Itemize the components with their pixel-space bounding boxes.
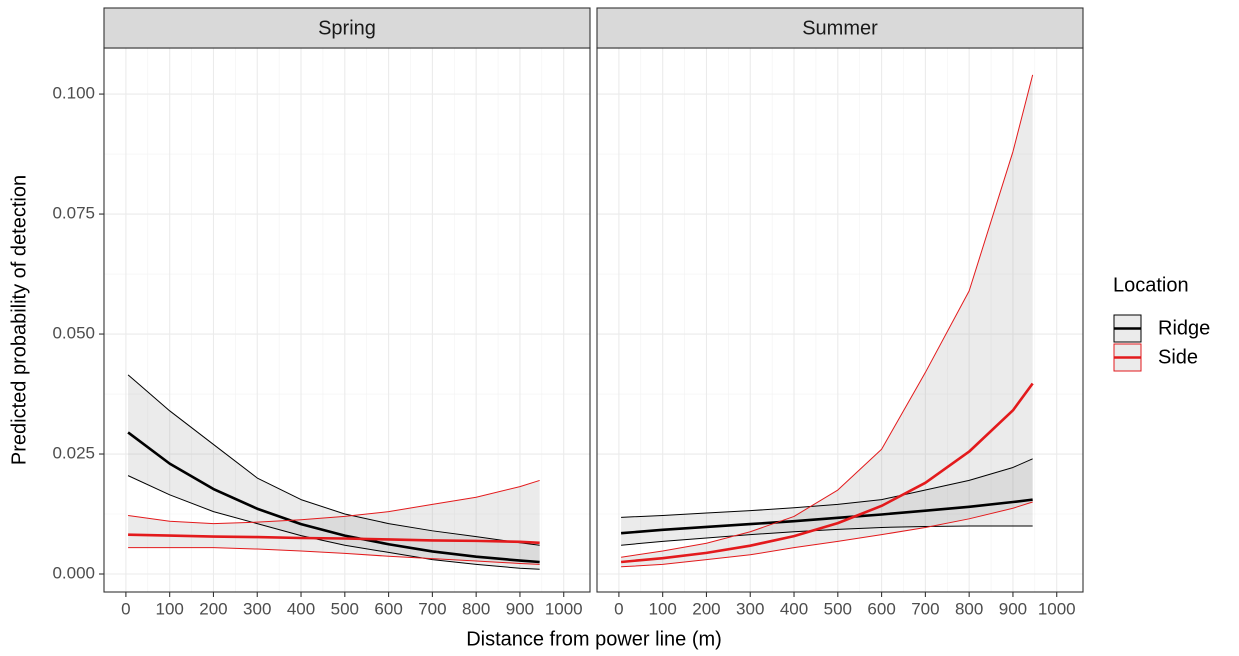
legend-label: Ridge xyxy=(1158,317,1210,339)
x-tick-label: 600 xyxy=(374,599,402,618)
x-tick-label: 100 xyxy=(648,599,676,618)
x-tick-label: 0 xyxy=(614,599,623,618)
y-tick-label: 0.000 xyxy=(52,563,95,582)
y-axis-title: Predicted probability of detection xyxy=(8,175,30,465)
strip-label: Summer xyxy=(802,17,878,39)
ribbon-edge xyxy=(621,458,1033,518)
ribbon-edge xyxy=(127,475,540,570)
panel-background xyxy=(597,48,1083,592)
y-tick-label: 0.100 xyxy=(52,84,95,103)
line xyxy=(620,382,1034,564)
line xyxy=(128,533,540,545)
y-tick-label: 0.050 xyxy=(52,324,95,343)
x-tick-label: 700 xyxy=(418,599,446,618)
y-tick-label: 0.075 xyxy=(52,204,95,223)
x-tick-label: 800 xyxy=(955,599,983,618)
legend-label: Side xyxy=(1158,346,1198,368)
x-tick-label: 1000 xyxy=(545,599,583,618)
x-tick-label: 200 xyxy=(692,599,720,618)
ribbon-edge xyxy=(621,74,1034,558)
x-axis-title: Distance from power line (m) xyxy=(466,628,722,650)
y-tick-label: 0.025 xyxy=(52,444,95,463)
panel-background xyxy=(104,48,590,592)
x-tick-label: 1000 xyxy=(1038,599,1076,618)
x-tick-label: 500 xyxy=(824,599,852,618)
x-tick-label: 400 xyxy=(287,599,315,618)
x-tick-label: 0 xyxy=(121,599,130,618)
x-tick-label: 300 xyxy=(736,599,764,618)
x-tick-label: 800 xyxy=(462,599,490,618)
strip xyxy=(596,7,1084,49)
x-tick-label: 600 xyxy=(867,599,895,618)
x-tick-label: 300 xyxy=(243,599,271,618)
x-tick-label: 400 xyxy=(780,599,808,618)
x-tick-label: 700 xyxy=(911,599,939,618)
ribbon xyxy=(621,74,1033,567)
ribbon-edge xyxy=(127,374,540,546)
x-tick-label: 900 xyxy=(999,599,1027,618)
ribbon xyxy=(128,374,540,570)
x-tick-label: 200 xyxy=(199,599,227,618)
strip-label: Spring xyxy=(318,17,376,39)
ribbon-edge xyxy=(128,479,540,525)
ribbon-edge xyxy=(128,547,540,565)
legend-title: Location xyxy=(1113,274,1189,296)
line xyxy=(620,498,1033,535)
strip xyxy=(103,7,591,49)
ribbon xyxy=(621,458,1033,546)
ribbon-edge xyxy=(621,525,1033,546)
x-tick-label: 100 xyxy=(155,599,183,618)
ribbon-edge xyxy=(621,501,1033,568)
ribbon xyxy=(128,480,540,565)
x-tick-label: 900 xyxy=(506,599,534,618)
line xyxy=(127,431,540,564)
x-tick-label: 500 xyxy=(331,599,359,618)
